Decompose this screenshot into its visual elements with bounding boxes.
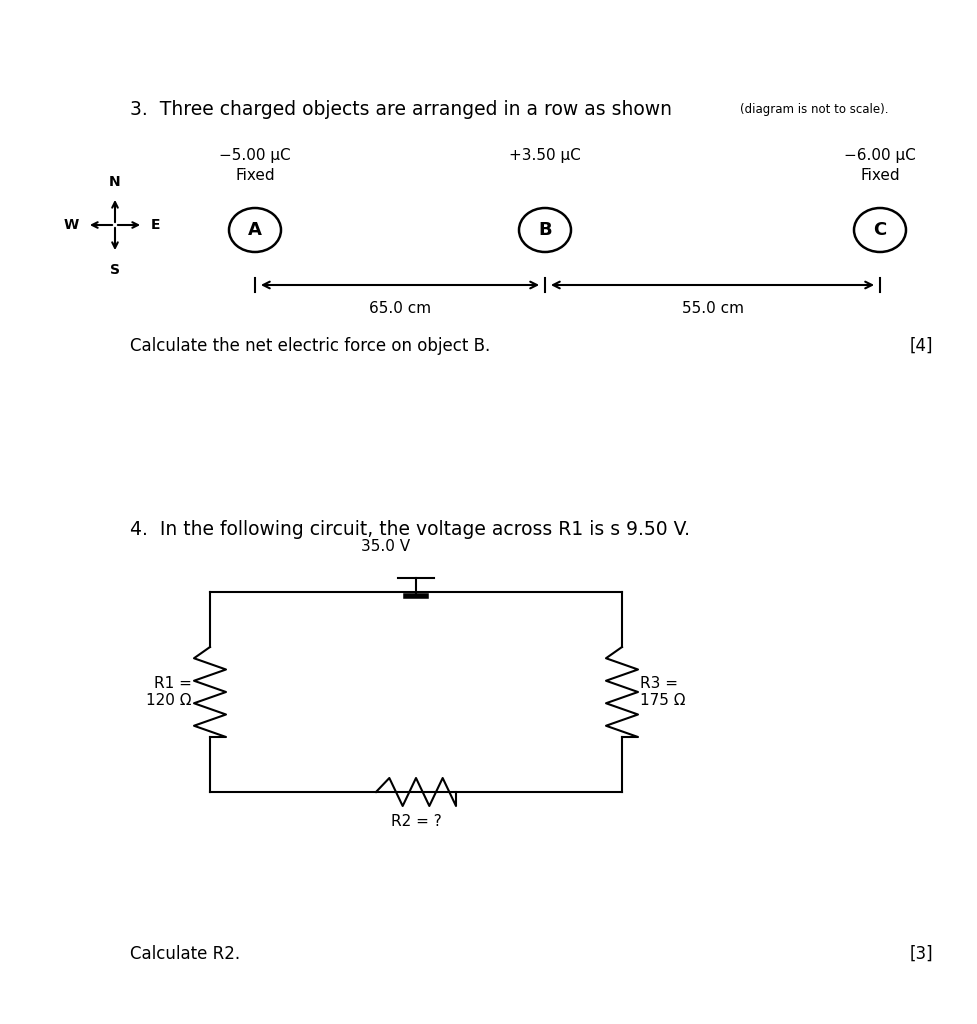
Text: (diagram is not to scale).: (diagram is not to scale). (740, 103, 887, 116)
Text: [4]: [4] (909, 337, 932, 355)
Text: +3.50 μC: +3.50 μC (509, 148, 580, 163)
Text: R2 = ?: R2 = ? (390, 814, 441, 829)
Text: Calculate R2.: Calculate R2. (130, 945, 240, 963)
Text: R3 =
175 Ω: R3 = 175 Ω (639, 676, 685, 709)
Text: 35.0 V: 35.0 V (361, 539, 409, 554)
Text: [3]: [3] (909, 945, 933, 963)
Text: B: B (537, 221, 551, 239)
Text: E: E (150, 218, 160, 232)
Text: Fixed: Fixed (860, 168, 899, 183)
Text: Fixed: Fixed (234, 168, 275, 183)
Text: R1 =
120 Ω: R1 = 120 Ω (147, 676, 191, 709)
Text: N: N (109, 175, 121, 189)
Text: C: C (872, 221, 886, 239)
Text: W: W (64, 218, 79, 232)
Text: S: S (109, 263, 120, 278)
Text: −5.00 μC: −5.00 μC (219, 148, 290, 163)
Text: 65.0 cm: 65.0 cm (368, 301, 431, 316)
Text: Calculate the net electric force on object B.: Calculate the net electric force on obje… (130, 337, 489, 355)
Text: −6.00 μC: −6.00 μC (843, 148, 914, 163)
Text: A: A (248, 221, 262, 239)
Text: 55.0 cm: 55.0 cm (681, 301, 743, 316)
Text: 4.  In the following circuit, the voltage across R1 is s 9.50 V.: 4. In the following circuit, the voltage… (130, 520, 690, 539)
Text: 3.  Three charged objects are arranged in a row as shown: 3. Three charged objects are arranged in… (130, 100, 677, 119)
